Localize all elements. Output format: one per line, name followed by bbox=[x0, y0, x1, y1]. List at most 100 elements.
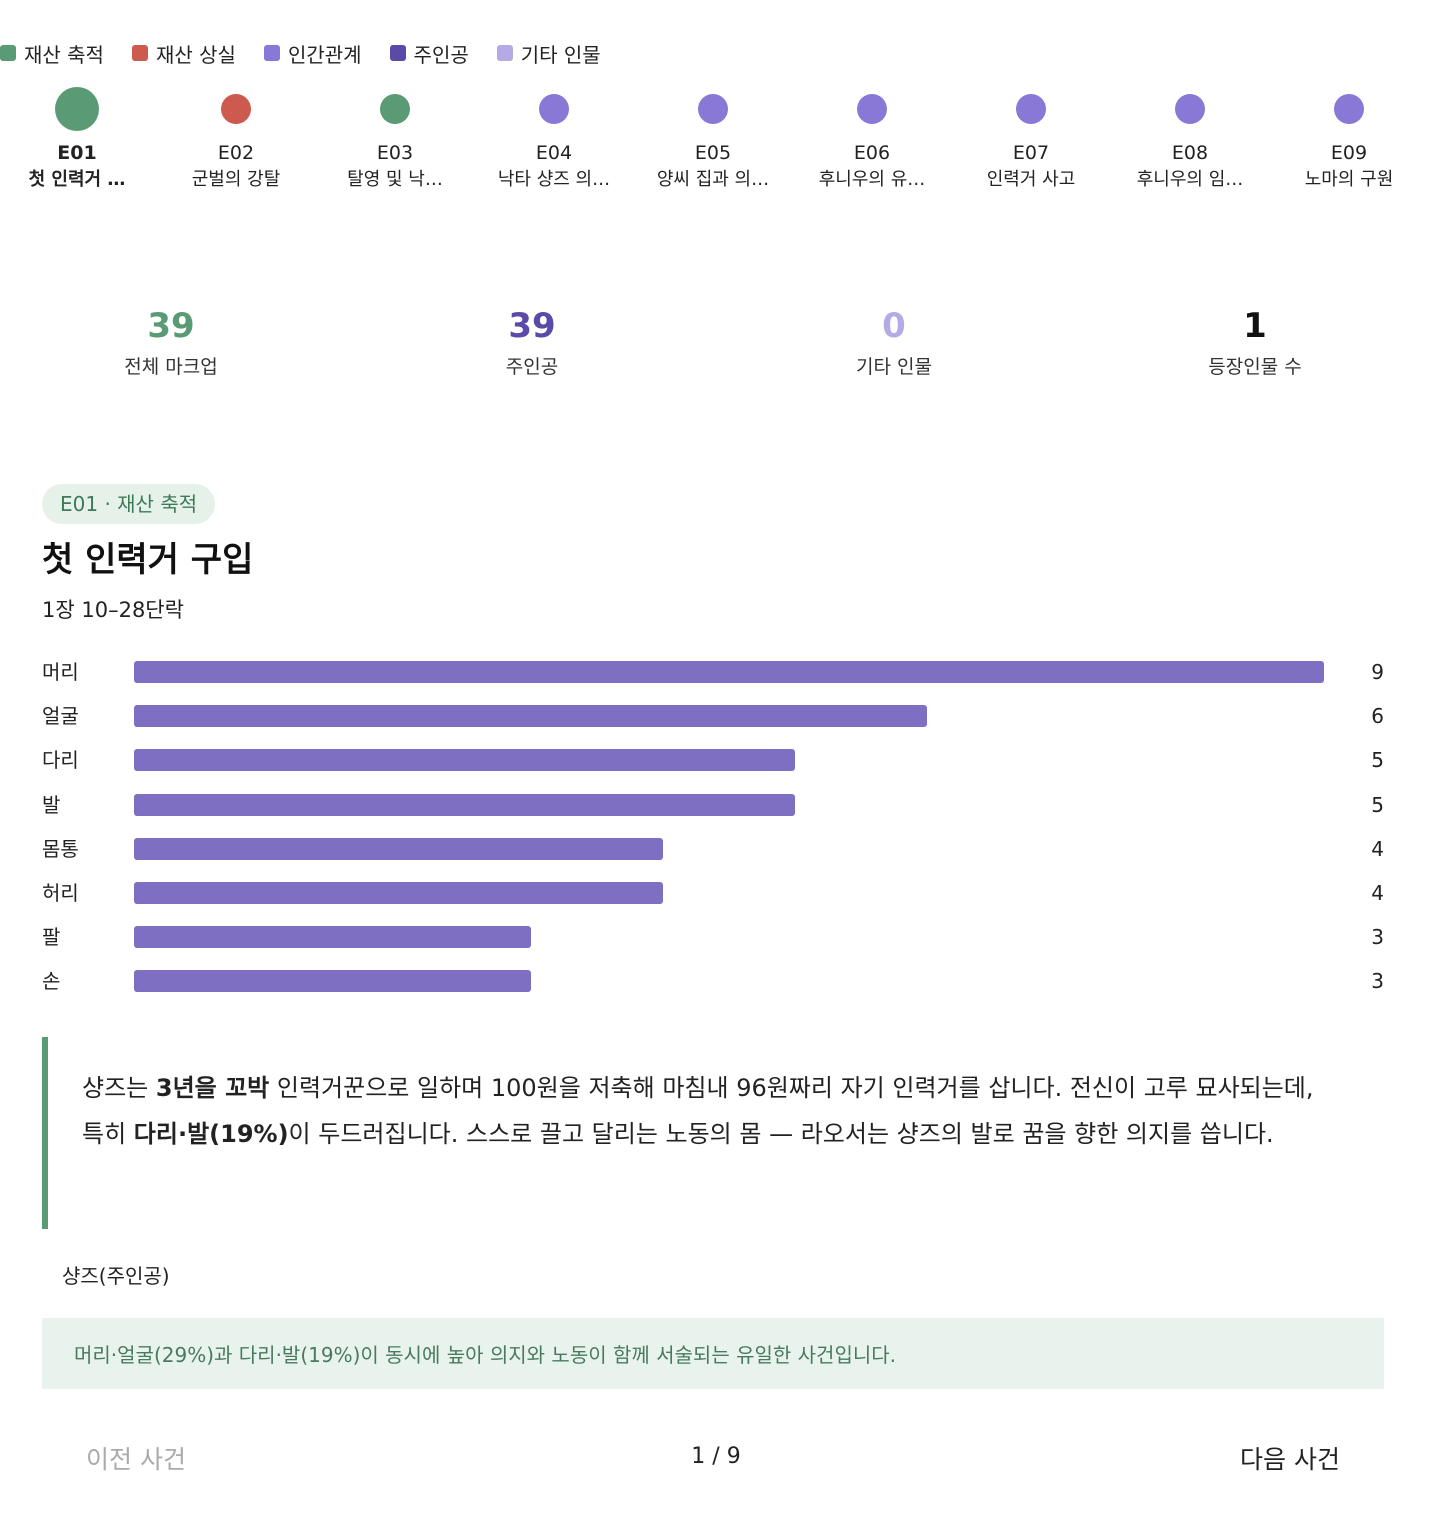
bar-value-label: 6 bbox=[1371, 704, 1384, 729]
event-title-short: 후니우의 유… bbox=[818, 169, 926, 190]
legend-swatch bbox=[389, 45, 406, 61]
timeline-event-e04[interactable]: E04 낙타 샹즈 의… bbox=[484, 86, 624, 193]
bar bbox=[134, 793, 796, 816]
event-marker bbox=[1016, 94, 1046, 124]
bar-category-label: 얼굴 bbox=[42, 704, 79, 729]
bar bbox=[134, 882, 663, 904]
prev-event-button[interactable]: 이전 사건 bbox=[86, 1445, 186, 1474]
event-code: E06 bbox=[853, 142, 891, 164]
event-title-short: 군벌의 강탈 bbox=[191, 169, 281, 190]
event-timeline: E01 첫 인력거 … E02 군벌의 강탈 E03 탈영 및 낙… E04 낙타 샹즈 의…… bbox=[0, 86, 1432, 236]
legend-item: 인간관계 bbox=[263, 39, 362, 68]
event-summary-quote: 샹즈는 3년을 꼬박 인력거꾼으로 일하며 100원을 저축해 마침내 96원짜… bbox=[42, 1037, 1362, 1229]
page-indicator: 1 / 9 bbox=[691, 1444, 741, 1469]
stat-value: 0 bbox=[882, 306, 906, 346]
legend-item: 재산 상실 bbox=[131, 39, 236, 68]
event-code: E08 bbox=[1171, 142, 1209, 164]
stat-card: 39 주인공 bbox=[422, 300, 642, 382]
legend-swatch bbox=[263, 45, 280, 61]
event-code: E05 bbox=[694, 142, 732, 164]
stat-value: 1 bbox=[1243, 306, 1267, 346]
timeline-event-e08[interactable]: E08 후니우의 임… bbox=[1120, 86, 1260, 193]
event-title-short: 탈영 및 낙… bbox=[347, 169, 443, 190]
event-code: E03 bbox=[376, 142, 414, 164]
summary-emphasis: 다리·발(19%) bbox=[133, 1120, 289, 1148]
stat-label: 등장인물 수 bbox=[1208, 356, 1302, 378]
legend-label: 인간관계 bbox=[287, 42, 362, 67]
legend-item: 재산 축적 bbox=[0, 39, 104, 68]
stat-card: 0 기타 인물 bbox=[784, 300, 1004, 382]
stat-card: 39 전체 마크업 bbox=[61, 300, 281, 382]
event-title: 첫 인력거 구입 bbox=[42, 540, 254, 580]
bar bbox=[134, 970, 531, 993]
event-title-short: 낙타 샹즈 의… bbox=[497, 169, 611, 190]
bar bbox=[134, 837, 663, 860]
legend-item: 주인공 bbox=[389, 39, 469, 68]
legend-label: 재산 상실 bbox=[155, 42, 236, 67]
next-event-button[interactable]: 다음 사건 bbox=[1240, 1445, 1340, 1474]
timeline-event-e03[interactable]: E03 탈영 및 낙… bbox=[325, 86, 465, 193]
stats-row: 39 전체 마크업 39 주인공 0 기타 인물 1 등장인물 수 bbox=[0, 300, 1432, 390]
bar-row: 몸통 4 bbox=[42, 827, 1392, 871]
event-title-short: 양씨 집과 의… bbox=[656, 169, 770, 190]
event-marker bbox=[55, 87, 99, 131]
legend-swatch bbox=[131, 45, 148, 61]
stat-label: 전체 마크업 bbox=[124, 356, 218, 378]
character-label: 샹즈(주인공) bbox=[62, 1264, 170, 1288]
event-marker bbox=[221, 94, 251, 124]
timeline-event-e02[interactable]: E02 군벌의 강탈 bbox=[166, 86, 306, 193]
bar-row: 얼굴 6 bbox=[42, 694, 1392, 738]
insight-text: 머리·얼굴(29%)과 다리·발(19%)이 동시에 높아 의지와 노동이 함께… bbox=[74, 1343, 897, 1367]
stat-card: 1 등장인물 수 bbox=[1145, 300, 1365, 382]
summary-text-part: 샹즈는 bbox=[82, 1074, 156, 1102]
legend: 재산 축적 재산 상실 인간관계 주인공 기타 인물 bbox=[0, 39, 601, 68]
insight-box: 머리·얼굴(29%)과 다리·발(19%)이 동시에 높아 의지와 노동이 함께… bbox=[42, 1318, 1384, 1389]
bar bbox=[134, 661, 1324, 683]
event-marker bbox=[1175, 94, 1205, 124]
event-code: E02 bbox=[217, 142, 255, 164]
bar-value-label: 3 bbox=[1371, 925, 1384, 950]
bar-category-label: 머리 bbox=[42, 660, 79, 684]
timeline-event-e07[interactable]: E07 인력거 사고 bbox=[961, 86, 1101, 193]
bar-row: 머리 9 bbox=[42, 650, 1392, 694]
stat-value: 39 bbox=[508, 306, 556, 346]
legend-swatch bbox=[0, 45, 16, 61]
event-marker bbox=[539, 94, 569, 124]
stat-label: 주인공 bbox=[505, 356, 559, 378]
legend-label: 재산 축적 bbox=[24, 42, 104, 67]
event-title-short: 노마의 구원 bbox=[1304, 169, 1394, 190]
bar-value-label: 3 bbox=[1371, 969, 1384, 994]
bar-value-label: 4 bbox=[1371, 836, 1384, 861]
bar bbox=[134, 749, 796, 772]
legend-label: 기타 인물 bbox=[520, 42, 601, 67]
bar-value-label: 5 bbox=[1371, 792, 1384, 817]
timeline-event-e05[interactable]: E05 양씨 집과 의… bbox=[643, 86, 783, 193]
stat-label: 기타 인물 bbox=[856, 356, 932, 378]
bar-value-label: 9 bbox=[1371, 660, 1384, 684]
timeline-event-e09[interactable]: E09 노마의 구원 bbox=[1279, 86, 1419, 193]
bar-category-label: 팔 bbox=[42, 925, 61, 950]
timeline-event-e01[interactable]: E01 첫 인력거 … bbox=[7, 86, 147, 193]
legend-swatch bbox=[496, 45, 513, 61]
bar-category-label: 발 bbox=[42, 792, 61, 817]
event-marker bbox=[857, 94, 887, 124]
summary-text-part: 이 두드러집니다. 스스로 끌고 달리는 노동의 몸 — 라오서는 샹즈의 발로… bbox=[288, 1120, 1274, 1148]
bar-row: 다리 5 bbox=[42, 738, 1392, 782]
legend-label: 주인공 bbox=[413, 42, 469, 67]
event-marker bbox=[698, 94, 728, 124]
summary-emphasis: 3년을 꼬박 bbox=[155, 1074, 270, 1102]
bar-value-label: 4 bbox=[1371, 881, 1384, 905]
event-code: E01 bbox=[57, 142, 97, 164]
timeline-event-e06[interactable]: E06 후니우의 유… bbox=[802, 86, 942, 193]
bar-category-label: 몸통 bbox=[42, 836, 79, 861]
pager: 이전 사건 1 / 9 다음 사건 bbox=[0, 1432, 1432, 1488]
event-marker bbox=[380, 94, 410, 124]
summary-text-part: 인력거꾼으로 일하며 100원을 저축해 마침내 96원짜리 자기 인력거를 삽… bbox=[82, 1074, 1314, 1148]
bar bbox=[134, 926, 531, 949]
legend-item: 기타 인물 bbox=[496, 39, 601, 68]
event-code: E09 bbox=[1330, 142, 1368, 164]
event-marker bbox=[1334, 94, 1364, 124]
